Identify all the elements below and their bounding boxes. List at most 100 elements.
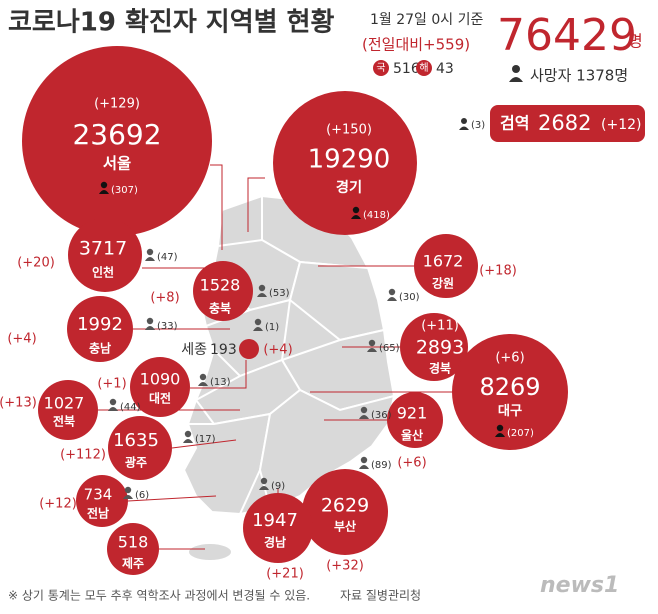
icon-head [146, 248, 154, 256]
icon-body [351, 215, 361, 219]
person-icon [108, 398, 118, 411]
region-cases: 1635 [113, 430, 159, 451]
region-name: 전남 [87, 506, 109, 521]
title: 코로나19 확진자 지역별 현황 [8, 8, 335, 38]
person-icon [509, 65, 523, 82]
quarantine: 2682 [538, 111, 591, 135]
quarantine-deaths: (3) [471, 120, 485, 131]
region-deaths: (47) [157, 252, 178, 263]
person-icon [99, 181, 109, 194]
icon-head [184, 430, 192, 438]
region-delta: (+112) [60, 448, 106, 463]
quarantine-label: 검역 [500, 114, 529, 133]
region-delta: (+18) [479, 264, 517, 279]
region-name: 경남 [264, 535, 286, 550]
region-bubble [387, 392, 443, 448]
region-bubble [302, 469, 388, 555]
icon-body [367, 348, 377, 352]
region-deaths: (307) [111, 185, 138, 196]
total: 76429 [497, 10, 637, 61]
region-bubble [243, 493, 313, 563]
region-bubble [108, 416, 172, 480]
region-bubble [193, 261, 253, 321]
region-delta: (+13) [0, 396, 37, 411]
person-icon [495, 424, 505, 437]
region-deaths: (53) [269, 288, 290, 299]
person-icon [387, 288, 397, 301]
region-name: 대구 [498, 403, 522, 419]
overseas-badge [416, 60, 432, 76]
region-cases: 193 [210, 342, 237, 358]
region-delta: (+6) [495, 351, 524, 366]
person-icon [459, 118, 469, 130]
person-icon [145, 317, 155, 330]
region-cases: 921 [397, 404, 428, 423]
icon-head [360, 406, 368, 414]
region-delta: (+12) [39, 497, 77, 512]
icon-head [109, 398, 117, 406]
region-cases: 518 [118, 533, 149, 552]
icon-head [258, 284, 266, 292]
region-bubble [22, 46, 212, 236]
region-name: 강원 [432, 277, 454, 291]
icon-body [145, 257, 155, 261]
region-name: 부산 [334, 519, 356, 534]
icon-body [359, 415, 369, 419]
region-name: 제주 [122, 557, 144, 571]
region-deaths: (44) [120, 402, 141, 413]
source: 자료 질병관리청 [340, 589, 421, 603]
region-cases: 1528 [200, 276, 241, 295]
icon-body [495, 433, 505, 437]
icon-body [257, 293, 267, 297]
deaths: 사망자 1378명 [530, 67, 628, 85]
region-deaths: (65) [379, 343, 400, 354]
region-cases: 1672 [423, 252, 464, 271]
icon-body [387, 297, 397, 301]
region-name: 충북 [209, 301, 231, 316]
person-icon [367, 339, 377, 352]
person-icon [257, 284, 267, 297]
region-delta: (+32) [326, 559, 364, 574]
icon-head [199, 373, 207, 381]
region-delta: (+4) [7, 332, 36, 347]
person-icon [183, 430, 193, 443]
region-delta: (+150) [326, 123, 372, 138]
total-unit: 명 [628, 32, 643, 51]
region-name: 세종 [181, 342, 207, 358]
icon-head [124, 486, 132, 494]
quarantine-delta: (+12) [601, 117, 641, 133]
icon-body [359, 465, 369, 469]
region-name: 광주 [125, 455, 147, 470]
person-icon [253, 318, 263, 331]
region-name: 울산 [401, 428, 423, 443]
region-bubble [67, 296, 133, 362]
region-deaths: (17) [195, 434, 216, 445]
region-deaths: (6) [135, 490, 149, 501]
region-deaths: (418) [363, 210, 390, 221]
footnote: ※ 상기 통계는 모두 추후 역학조사 과정에서 변경될 수 있음. [8, 589, 310, 603]
region-cases: 1027 [44, 394, 85, 413]
region-bubble [130, 357, 190, 417]
icon-head [368, 339, 376, 347]
person-icon [145, 248, 155, 261]
icon-head [260, 477, 268, 485]
icon-body [253, 327, 263, 331]
icon-body [198, 382, 208, 386]
domestic-label: 국 [376, 62, 385, 74]
person-icon [123, 486, 133, 499]
overseas: 43 [436, 61, 454, 77]
region-name: 서울 [103, 155, 131, 173]
domestic-badge [373, 60, 389, 76]
region-name: 전북 [53, 414, 75, 429]
icon-body [108, 407, 118, 411]
icon-head [352, 206, 360, 214]
daily: (전일대비+559) [362, 36, 470, 54]
region-bubble [38, 380, 98, 440]
region-cases: 2629 [321, 495, 369, 517]
region-deaths: (33) [157, 321, 178, 332]
date: 1월 27일 0시 기준 [370, 12, 483, 28]
region-bubble [68, 218, 142, 292]
region-delta: (+8) [150, 291, 179, 306]
region-name: 인천 [92, 265, 114, 280]
person-icon [198, 373, 208, 386]
